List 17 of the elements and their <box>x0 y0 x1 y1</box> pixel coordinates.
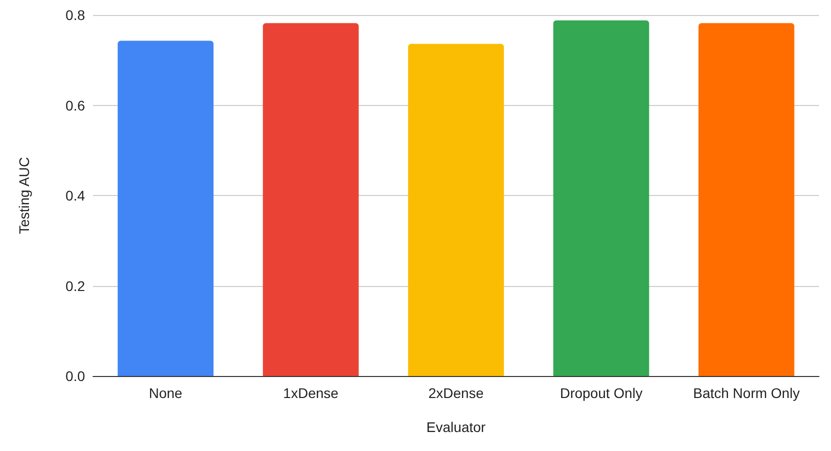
y-tick-label: 0.4 <box>66 188 86 204</box>
bar <box>408 44 504 376</box>
x-tick-label: Batch Norm Only <box>693 385 800 401</box>
x-tick-label: 1xDense <box>283 385 339 401</box>
x-tick-label: 2xDense <box>428 385 484 401</box>
bar <box>118 40 214 376</box>
y-tick-label: 0.8 <box>66 7 86 23</box>
y-axis-title: Testing AUC <box>16 156 32 234</box>
bar <box>698 23 794 376</box>
x-tick-label: Dropout Only <box>560 385 642 401</box>
y-tick-label: 0.2 <box>66 278 86 294</box>
y-tick-label: 0.6 <box>66 97 86 114</box>
x-tick-label: None <box>148 385 183 401</box>
bar <box>262 23 359 376</box>
y-tick-label: 0.0 <box>66 368 86 384</box>
x-axis-title: Evaluator <box>426 419 486 435</box>
bar <box>553 20 650 376</box>
